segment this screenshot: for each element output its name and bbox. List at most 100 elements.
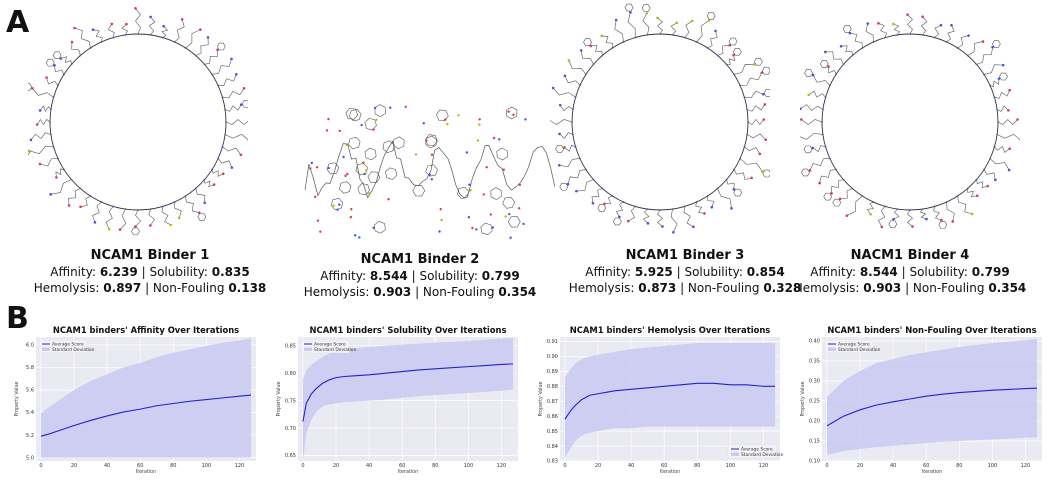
y-tick-label: 5.2 bbox=[26, 433, 34, 439]
binder-4-structure bbox=[800, 13, 1020, 229]
side-chain bbox=[50, 179, 72, 195]
y-tick-label: 0.25 bbox=[809, 399, 820, 405]
aromatic-ring bbox=[999, 72, 1008, 81]
binder-1-caption: NCAM1 Binder 1 Affinity: 6.239 | Solubil… bbox=[20, 248, 280, 296]
x-tick-label: 120 bbox=[759, 463, 769, 469]
x-tick-label: 80 bbox=[432, 463, 438, 469]
atom bbox=[367, 191, 370, 195]
binder-2-line-1: Affinity: 8.544 | Solubility: 0.799 bbox=[320, 269, 520, 283]
side-chain bbox=[39, 105, 52, 112]
ring-fragment bbox=[330, 197, 344, 211]
side-chain bbox=[211, 169, 224, 177]
side-chain-atom bbox=[970, 212, 974, 216]
ring-fragment bbox=[364, 147, 377, 161]
atom bbox=[465, 151, 469, 154]
side-chain-atom bbox=[239, 153, 243, 157]
atom bbox=[467, 215, 471, 219]
side-chain-atom bbox=[600, 34, 604, 38]
backbone-atom bbox=[884, 36, 887, 39]
side-chain bbox=[174, 202, 182, 219]
peptide-backbone bbox=[304, 140, 555, 199]
atom bbox=[372, 226, 375, 229]
side-chain-atom bbox=[180, 18, 184, 21]
side-chain bbox=[32, 88, 54, 98]
legend-entry-std: Standard Deviation bbox=[52, 347, 95, 353]
side-chain bbox=[967, 188, 978, 198]
std-dev-band bbox=[826, 339, 1038, 455]
side-chain-atom bbox=[567, 59, 571, 62]
aromatic-ring bbox=[583, 38, 592, 46]
panel-label-b: B bbox=[6, 301, 29, 336]
side-chain-atom bbox=[45, 76, 48, 79]
side-chain bbox=[657, 17, 663, 35]
side-chain bbox=[161, 25, 169, 38]
side-chain-atom bbox=[714, 29, 717, 33]
side-chain bbox=[55, 168, 65, 178]
side-chain-atom bbox=[1007, 109, 1010, 112]
side-chain bbox=[559, 104, 574, 112]
atom bbox=[319, 230, 322, 233]
side-chain-atom bbox=[824, 50, 827, 54]
side-chain bbox=[568, 60, 587, 75]
atom bbox=[325, 129, 329, 132]
binder-2-line-2: Hemolysis: 0.903 | Non-Fouling 0.354 bbox=[303, 285, 537, 299]
side-chain-atom bbox=[79, 205, 82, 209]
y-tick-label: 0.88 bbox=[547, 384, 558, 390]
atom bbox=[489, 213, 493, 216]
nonfouling-value: 0.328 bbox=[763, 281, 802, 295]
side-chain-atom bbox=[710, 205, 714, 209]
side-chain bbox=[107, 23, 115, 38]
y-tick-label: 0.75 bbox=[285, 398, 296, 404]
side-chain-atom bbox=[880, 225, 884, 229]
affinity-value: 6.239 bbox=[99, 265, 138, 279]
side-chain bbox=[552, 87, 576, 98]
ring-fragment bbox=[506, 106, 518, 120]
atom bbox=[425, 139, 428, 142]
side-chain-atom bbox=[59, 57, 63, 60]
side-chain bbox=[801, 119, 823, 125]
side-chain bbox=[907, 209, 913, 227]
ring-fragment bbox=[339, 181, 352, 194]
x-tick-label: 100 bbox=[988, 463, 998, 469]
side-chain bbox=[185, 195, 200, 213]
side-chain bbox=[707, 30, 718, 49]
side-chain-atom bbox=[692, 225, 695, 229]
side-chain bbox=[994, 146, 1010, 153]
side-chain-atom bbox=[763, 103, 767, 106]
atom bbox=[373, 106, 377, 110]
side-chain-atom bbox=[950, 23, 953, 27]
side-chain-atom bbox=[107, 227, 111, 231]
side-chain bbox=[983, 169, 996, 180]
atom bbox=[498, 138, 501, 141]
side-chain bbox=[225, 119, 248, 125]
side-chain-atom bbox=[579, 49, 583, 52]
side-chain-atom bbox=[800, 107, 802, 111]
aromatic-ring bbox=[612, 217, 622, 226]
atom bbox=[309, 167, 312, 170]
side-chain-atom bbox=[563, 74, 567, 78]
aromatic-ring bbox=[216, 42, 226, 51]
binder-3-title: NCAM1 Binder 3 bbox=[625, 248, 745, 263]
atom bbox=[353, 234, 357, 237]
chart-title: NCAM1 binders' Hemolysis Over Iterations bbox=[570, 325, 771, 335]
side-chain-atom bbox=[38, 162, 42, 166]
side-chain bbox=[217, 158, 233, 168]
side-chain bbox=[744, 146, 761, 155]
side-chain bbox=[733, 169, 752, 180]
side-chain-atom bbox=[761, 93, 765, 96]
y-tick-label: 0.83 bbox=[547, 459, 558, 465]
side-chain bbox=[840, 188, 853, 200]
aromatic-ring bbox=[733, 188, 743, 197]
side-chain bbox=[809, 158, 830, 171]
atom bbox=[336, 208, 339, 211]
side-chain-atom bbox=[557, 163, 561, 167]
affinity-value: 8.544 bbox=[369, 269, 408, 283]
backbone-atom bbox=[733, 73, 735, 76]
side-chain-atom bbox=[212, 183, 216, 186]
side-chain bbox=[733, 63, 755, 75]
side-chain bbox=[657, 209, 663, 227]
aromatic-ring bbox=[641, 4, 651, 12]
side-chain bbox=[696, 20, 710, 43]
side-chain bbox=[195, 37, 209, 56]
side-chain bbox=[997, 119, 1018, 125]
